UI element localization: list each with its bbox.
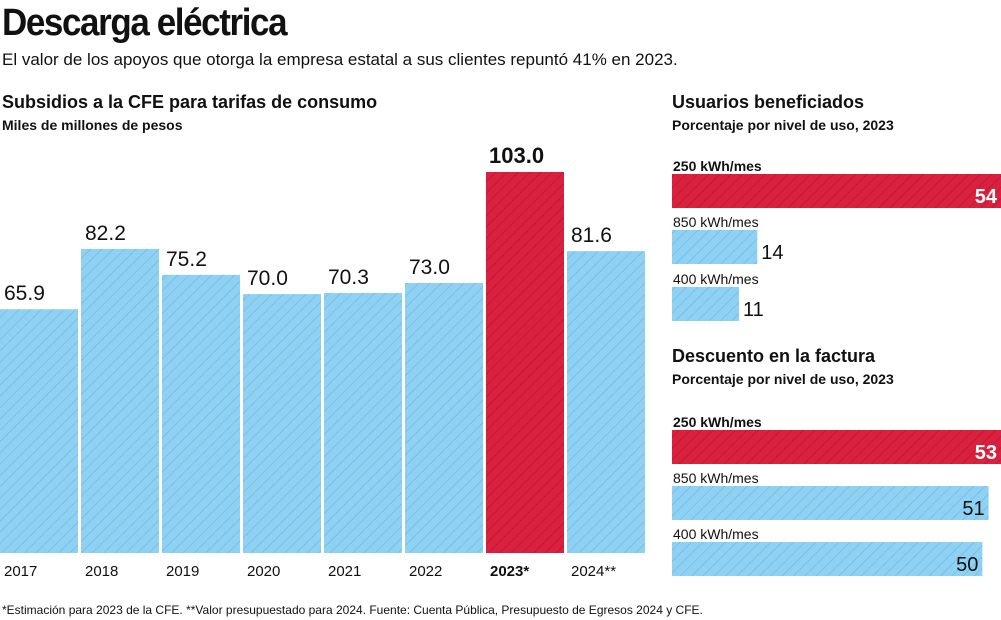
bar-2019 [162,274,240,553]
bar-2017 [0,309,78,553]
bar-category-label: 850 kWh/mes [673,214,759,230]
hbar-250 kWh/mes [672,174,1001,208]
bar-2021 [324,292,402,553]
hbar-400 kWh/mes [672,287,740,321]
bar-label: 65.9 [4,282,45,305]
bar-label: 75.2 [166,248,207,271]
bar-label: 82.2 [85,222,126,245]
bar-category-label: 250 kWh/mes [673,414,762,430]
discount-chart-title: Descuento en la factura [672,346,876,366]
hbar-value-label: 14 [761,242,783,264]
x-tick-label: 2022 [409,563,442,580]
bar-label: 70.3 [328,266,369,289]
x-tick-label: 2019 [166,563,199,580]
hbar-value-label: 51 [962,498,984,520]
hbar-850 kWh/mes [672,486,989,520]
bar-category-label: 400 kWh/mes [673,526,759,542]
hbar-value-label: 11 [743,299,764,321]
bar-category-label: 250 kWh/mes [673,158,762,174]
bar-2020 [243,294,321,553]
page-subtitle: El valor de los apoyos que otorga la emp… [2,50,678,69]
hbar-400 kWh/mes [672,542,983,576]
bar-category-label: 850 kWh/mes [673,470,759,486]
bar-2018 [81,248,159,553]
x-tick-label: 2023* [490,563,529,580]
main-chart-ylabel: Miles de millones de pesos [2,117,183,133]
footnote: *Estimación para 2023 de la CFE. **Valor… [2,603,703,617]
x-tick-label: 2017 [4,563,37,580]
hbar-value-label: 53 [975,442,997,464]
users-chart-title: Usuarios beneficiados [672,92,865,112]
bar-2024** [567,251,645,553]
hbar-250 kWh/mes [672,430,1001,464]
hbar-850 kWh/mes [672,230,758,264]
hbar-value-label: 54 [975,186,998,208]
main-chart-title: Subsidios a la CFE para tarifas de consu… [2,92,378,112]
x-tick-label: 2018 [85,563,118,580]
x-tick-label: 2021 [328,563,361,580]
page-title: Descarga eléctrica [2,2,288,44]
bar-label: 81.6 [571,224,612,247]
x-tick-label: 2024** [571,563,616,580]
x-tick-label: 2020 [247,563,280,580]
bar-2022 [405,282,483,553]
bar-category-label: 400 kWh/mes [673,271,759,287]
bar-label: 73.0 [409,256,450,279]
bar-label: 70.0 [247,267,288,290]
bar-2023* [486,172,564,553]
discount-chart-subtitle: Porcentaje por nivel de uso, 2023 [672,371,894,387]
users-chart-subtitle: Porcentaje por nivel de uso, 2023 [672,117,894,133]
hbar-value-label: 50 [956,554,978,576]
bar-label: 103.0 [489,143,544,168]
